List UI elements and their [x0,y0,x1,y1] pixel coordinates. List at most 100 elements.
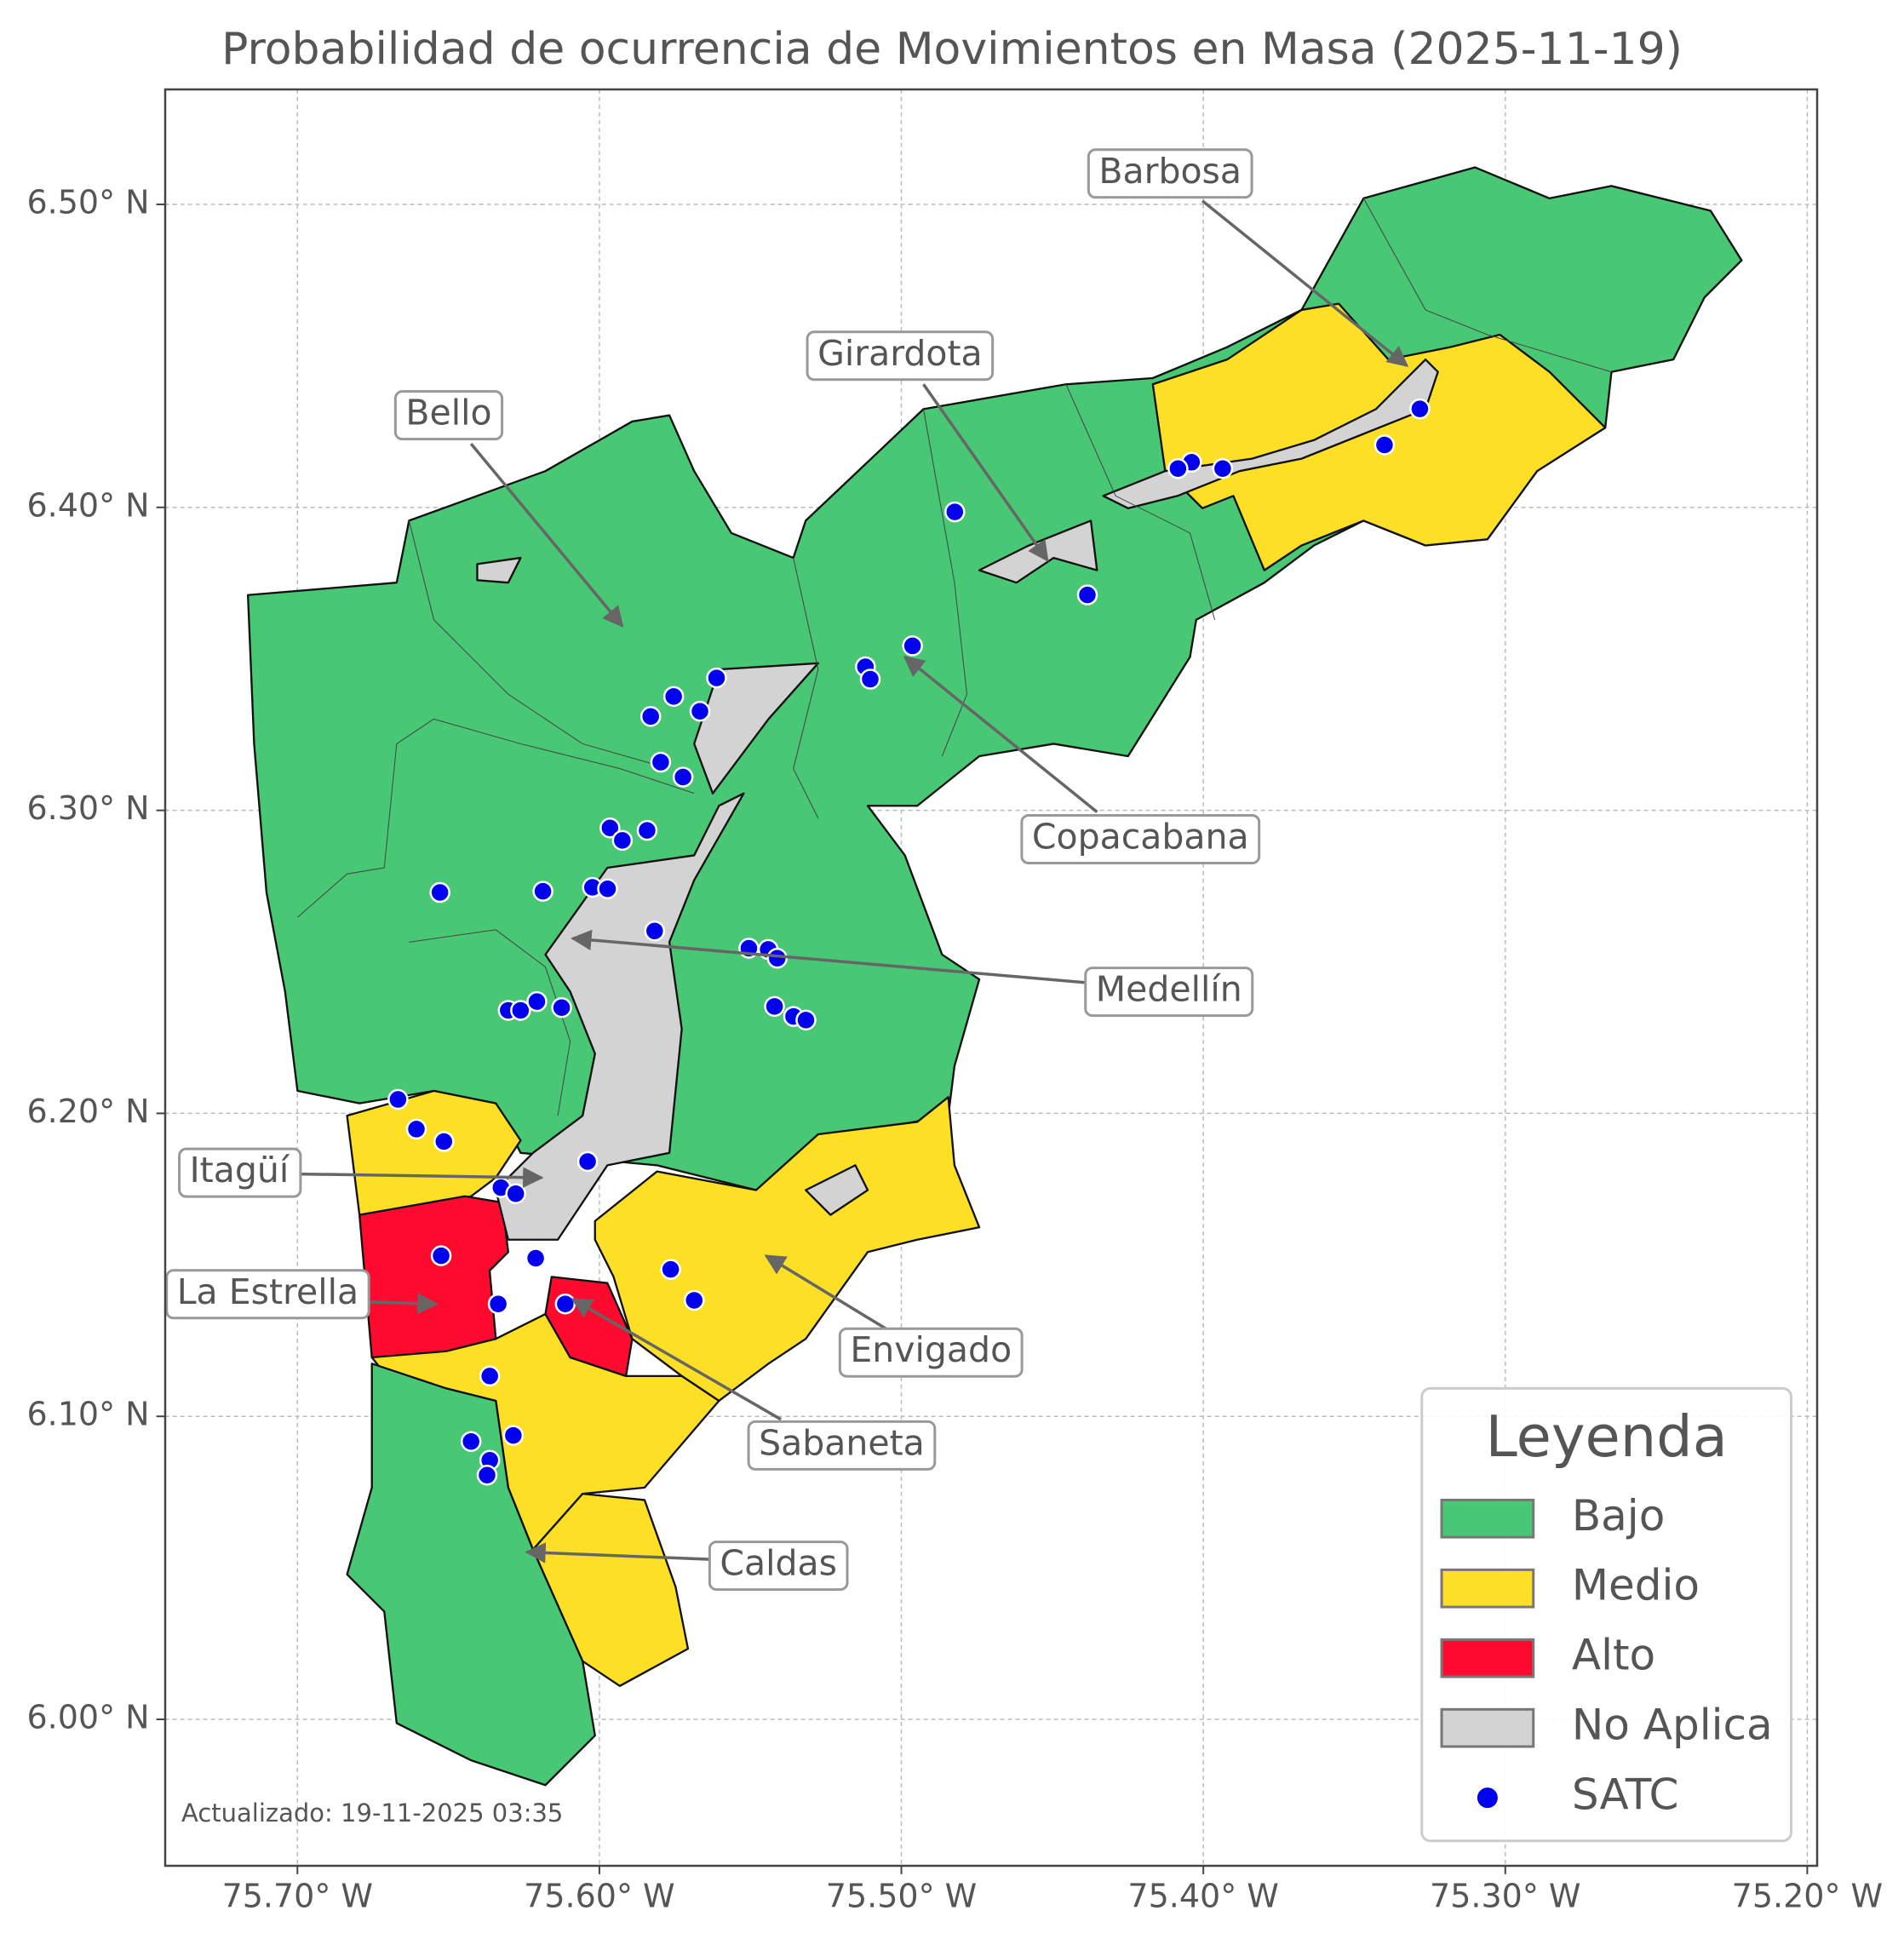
plot-frame [163,88,1819,1868]
annotation-label: Copacabana [1032,817,1249,858]
legend: Leyenda Bajo Medio Alto No Aplica SATC [1420,1386,1793,1843]
annotation-label: La Estrella [177,1271,358,1312]
satc-point [1409,398,1431,420]
boundary [1362,198,1612,373]
satc-point [644,920,666,942]
satc-point [1167,458,1189,479]
satc-point [859,668,881,690]
annotation-box [1084,967,1254,1018]
satc-point [597,878,618,900]
y-tick-label: 6.00° N [26,1699,149,1736]
satc-point [487,1293,509,1315]
x-tick-label: 75.60° W [524,1877,674,1914]
y-tick-label: 6.20° N [26,1093,149,1130]
annotation-box [165,1269,370,1320]
region-no-aplica [805,1164,869,1216]
satc-point [684,1289,705,1311]
satc-point [599,818,621,839]
satc-point [636,819,658,841]
x-tick-label: 75.30° W [1430,1877,1580,1914]
annotation-arrow [764,1254,887,1331]
legend-label: Medio [1572,1561,1700,1610]
y-tick-label: 6.30° N [26,789,149,827]
boundary [297,718,434,918]
x-tick-label: 75.40° W [1127,1877,1278,1914]
annotation-label: Sabaneta [759,1422,925,1463]
legend-swatch [1440,1707,1535,1748]
legend-marker [1475,1786,1500,1810]
region-alto [358,1195,510,1359]
legend-label: Bajo [1572,1491,1665,1541]
annotation-label: Girardota [817,333,983,374]
annotation-label: Barbosa [1098,151,1242,192]
satc-point [405,1118,427,1140]
boundary [923,409,967,757]
satc-point [551,996,572,1018]
satc-point [554,1293,576,1315]
region-no-aplica [693,662,819,795]
region-medio [594,1096,981,1403]
annotation-box [1087,148,1253,199]
annotation-box [747,1420,937,1471]
map-title: Probabilidad de ocurrencia de Movimiento… [221,24,1683,75]
annotations: Barbosa Girardota Bello Copacabana Medellín I… [165,148,1409,1592]
satc-point [502,1425,525,1446]
annotation-box [393,390,504,441]
satc-point [944,501,966,523]
satc-point [1374,434,1396,456]
annotation-arrow [525,1542,714,1563]
satc-point [433,1131,455,1152]
legend-swatch [1440,1568,1535,1609]
satc-point [526,990,548,1013]
satc-point [460,1431,482,1453]
regions [246,166,1743,1787]
annotation-arrow [359,1293,439,1314]
annotation-arrow [1201,199,1409,367]
satc-point [476,1464,498,1486]
satc-point [525,1248,547,1269]
satc-point [902,635,923,657]
satc-point [662,686,685,708]
satc-point [532,881,553,902]
y-tick-label: 6.50° N [26,184,149,221]
annotation-box [838,1327,1024,1378]
footnote: Actualizado: 19-11-2025 03:35 [181,1799,563,1827]
satc-point [1212,458,1234,479]
region-no-aplica [476,556,522,584]
annotation-label: Caldas [720,1543,837,1584]
legend-label: Alto [1572,1631,1655,1680]
legend-swatch [1440,1638,1535,1678]
annotation-label: Medellín [1096,969,1242,1010]
satc-point [1076,584,1098,605]
boundary [409,929,571,1116]
region-medio [531,1492,690,1687]
region-bajo [346,1363,596,1787]
satc-point [429,881,450,904]
satc-point [387,1088,409,1110]
x-tick-label: 75.70° W [222,1877,373,1914]
annotation-box [708,1541,849,1592]
annotation-arrow [469,443,624,628]
satc-point [576,1150,599,1173]
annotation-box [1020,814,1261,865]
satc-point [660,1259,681,1280]
satc-point [650,751,672,773]
satc-point [430,1245,452,1266]
annotation-arrow [922,383,1049,562]
annotation-box [806,330,995,382]
y-tick-label: 6.40° N [26,486,149,524]
satc-point [795,1009,817,1031]
satc-point [505,1183,526,1204]
boundary [793,557,819,819]
annotation-arrow [571,929,1092,985]
x-tick-label: 75.20° W [1732,1877,1883,1914]
boundary [408,520,670,770]
annotation-label: Bello [405,393,491,433]
legend-title: Leyenda [1485,1403,1727,1470]
annotation-arrow [903,655,1098,813]
satc-point [706,667,727,689]
boundary [1065,384,1216,621]
annotation-arrow [297,1167,544,1188]
legend-swatch [1440,1498,1535,1539]
